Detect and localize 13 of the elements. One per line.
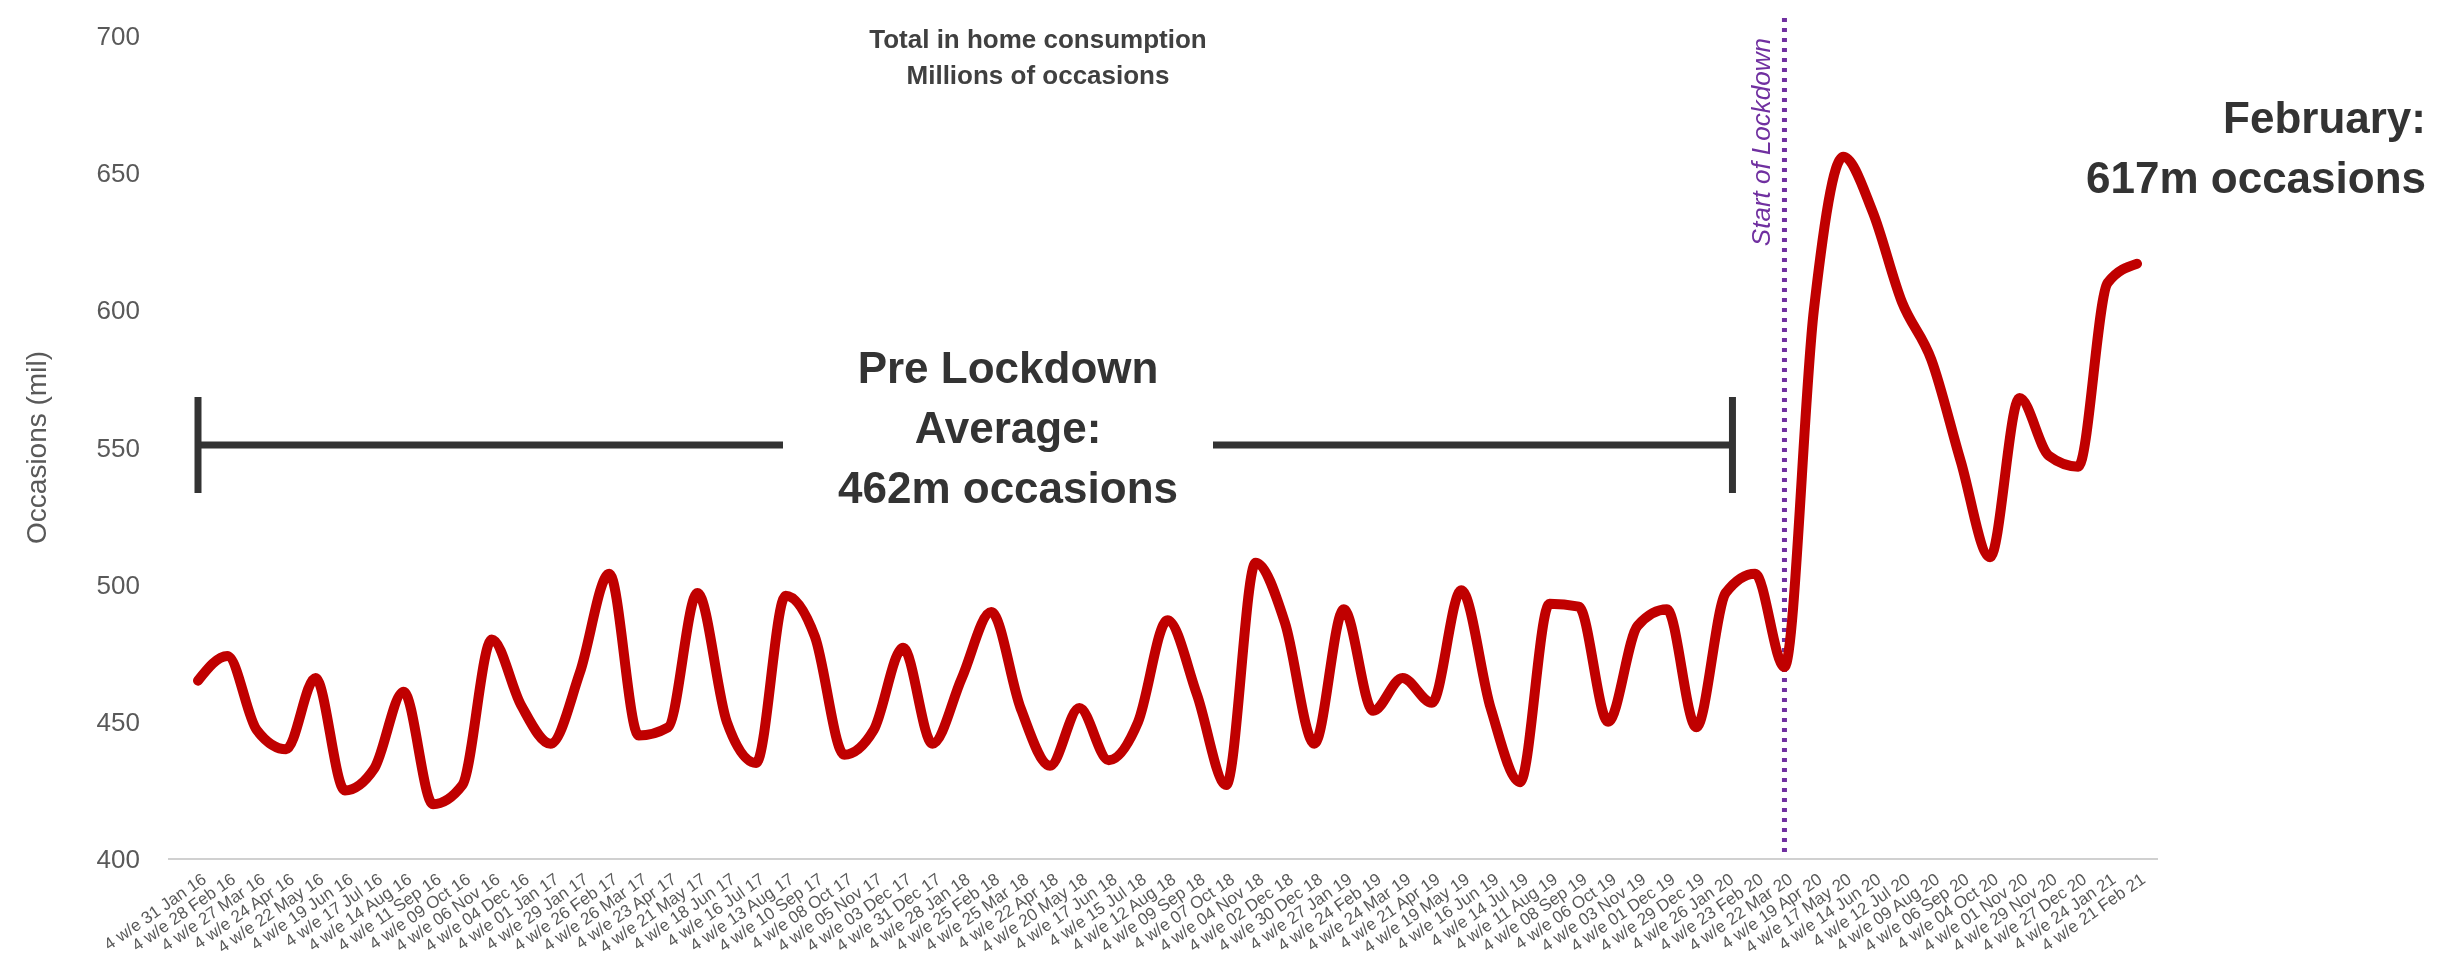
y-tick-label: 700	[96, 21, 140, 52]
annotation: Pre Lockdown Average: 462m occasions	[838, 343, 1178, 512]
y-tick-label: 600	[96, 295, 140, 326]
y-tick-label: 650	[96, 158, 140, 189]
y-tick-label: 450	[96, 706, 140, 737]
y-tick-label: 500	[96, 569, 140, 600]
chart-title: Total in home consumption	[869, 24, 1207, 54]
annotation: February: 617m occasions	[2086, 93, 2426, 202]
y-tick-label: 550	[96, 432, 140, 463]
y-axis-title: Occasions (mil)	[21, 351, 52, 544]
ref-line-label: Start of Lockdown	[1746, 38, 1777, 247]
y-tick-label: 400	[96, 844, 140, 875]
text: Millions of occasions	[906, 60, 1170, 90]
